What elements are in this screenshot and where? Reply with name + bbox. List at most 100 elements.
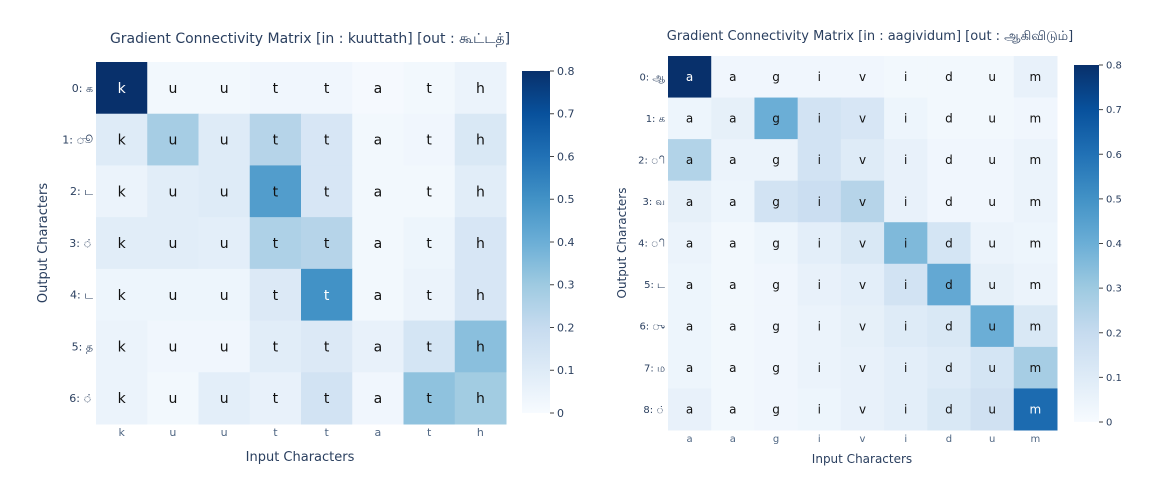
heatmap-cell bbox=[1013, 180, 1058, 223]
cell-label: d bbox=[945, 403, 953, 417]
heatmap-cell bbox=[147, 217, 199, 270]
cell-label: i bbox=[818, 195, 821, 209]
heatmap-cell bbox=[454, 268, 507, 322]
cell-label: k bbox=[118, 81, 127, 97]
cell-label: u bbox=[988, 361, 996, 375]
heatmap-cell bbox=[1013, 56, 1058, 99]
cell-label: d bbox=[945, 361, 953, 375]
cell-label: a bbox=[686, 403, 693, 417]
cell-label: t bbox=[324, 288, 330, 304]
cell-label: t bbox=[273, 184, 279, 200]
heatmap-cell bbox=[668, 346, 712, 389]
cell-label: a bbox=[686, 236, 693, 250]
cell-label: d bbox=[945, 278, 953, 292]
cell-label: u bbox=[988, 236, 996, 250]
y-tick-label: 1: ூ bbox=[62, 134, 93, 147]
colorbar-tick-label: 0.6 bbox=[1106, 150, 1122, 161]
heatmap-cell bbox=[147, 165, 199, 218]
colorbar-tick-label: 0 bbox=[557, 407, 564, 420]
cell-label: i bbox=[904, 361, 907, 375]
cell-label: g bbox=[772, 403, 780, 417]
x-tick-label: a bbox=[730, 434, 736, 445]
x-tick-label: v bbox=[860, 434, 866, 445]
cell-label: i bbox=[904, 195, 907, 209]
heatmap-cell bbox=[403, 217, 456, 270]
cell-label: i bbox=[818, 112, 821, 126]
heatmap-cell bbox=[301, 113, 353, 166]
heatmap-cell bbox=[96, 217, 148, 270]
heatmap-cell bbox=[454, 113, 507, 166]
cell-label: d bbox=[945, 195, 953, 209]
heatmap-cell bbox=[249, 372, 302, 425]
y-tick-label: 0: ஆ bbox=[639, 72, 665, 83]
x-tick-label: h bbox=[477, 426, 484, 439]
cell-label: i bbox=[904, 236, 907, 250]
cell-label: a bbox=[729, 195, 736, 209]
colorbar-tick-label: 0.7 bbox=[557, 108, 575, 121]
cell-label: a bbox=[374, 184, 383, 200]
x-tick-label: u bbox=[169, 426, 176, 439]
heatmap-cell bbox=[301, 165, 353, 218]
heatmap-cell bbox=[970, 263, 1015, 306]
heatmap-cell bbox=[927, 97, 972, 140]
y-tick-label: 6: ் bbox=[69, 392, 93, 405]
heatmap-cell bbox=[884, 222, 928, 265]
cell-label: i bbox=[904, 70, 907, 84]
heatmap-cell bbox=[403, 372, 456, 425]
cell-label: t bbox=[273, 339, 279, 355]
cell-label: k bbox=[118, 288, 127, 304]
heatmap-cell bbox=[249, 268, 302, 322]
cell-label: a bbox=[729, 319, 736, 333]
colorbar-tick-label: 0.5 bbox=[1106, 194, 1122, 205]
heatmap-cell bbox=[797, 388, 842, 431]
y-axis-label: Output Characters bbox=[615, 188, 629, 299]
cell-label: m bbox=[1030, 70, 1042, 84]
heatmap-cell bbox=[147, 268, 199, 322]
cell-label: d bbox=[945, 70, 953, 84]
cell-label: i bbox=[818, 403, 821, 417]
cell-label: m bbox=[1030, 112, 1042, 126]
heatmap-cell bbox=[711, 388, 755, 431]
heatmap-cell bbox=[198, 372, 251, 425]
cell-label: a bbox=[686, 319, 693, 333]
heatmap-cell bbox=[797, 263, 842, 306]
x-tick-label: m bbox=[1031, 434, 1041, 445]
cell-label: u bbox=[988, 112, 996, 126]
chart-title: Gradient Connectivity Matrix [in : kuutt… bbox=[110, 31, 510, 47]
cell-label: d bbox=[945, 236, 953, 250]
heatmap-cell bbox=[840, 222, 885, 265]
cell-label: t bbox=[273, 236, 279, 252]
heatmap-cell bbox=[147, 62, 199, 115]
cell-label: v bbox=[859, 112, 866, 126]
y-tick-label: 3: ் bbox=[69, 237, 93, 250]
heatmap-cell bbox=[797, 139, 842, 182]
cell-label: m bbox=[1030, 403, 1042, 417]
heatmap-cell bbox=[147, 372, 199, 425]
heatmap-cell bbox=[301, 372, 353, 425]
cell-label: m bbox=[1030, 319, 1042, 333]
cell-label: a bbox=[729, 236, 736, 250]
x-tick-label: t bbox=[324, 426, 329, 439]
cell-label: v bbox=[859, 361, 866, 375]
cell-label: k bbox=[118, 133, 127, 149]
cell-label: a bbox=[374, 288, 383, 304]
cell-label: u bbox=[220, 288, 229, 304]
heatmap-cell bbox=[754, 180, 799, 223]
heatmap-cell bbox=[198, 268, 251, 322]
cell-label: a bbox=[374, 81, 383, 97]
heatmap-cell bbox=[96, 165, 148, 218]
heatmap-cell bbox=[970, 56, 1015, 99]
cell-label: k bbox=[118, 184, 127, 200]
cell-label: i bbox=[904, 278, 907, 292]
heatmap-cell bbox=[970, 305, 1015, 348]
heatmap-cell bbox=[249, 62, 302, 115]
heatmap-cell bbox=[840, 56, 885, 99]
heatmap-cell bbox=[884, 388, 928, 431]
cell-label: t bbox=[426, 339, 432, 355]
cell-label: a bbox=[686, 153, 693, 167]
cell-label: u bbox=[220, 236, 229, 252]
colorbar-tick-label: 0 bbox=[1106, 418, 1112, 429]
y-tick-label: 7: ம bbox=[644, 363, 665, 374]
x-tick-label: i bbox=[904, 434, 907, 445]
x-tick-label: t bbox=[427, 426, 432, 439]
